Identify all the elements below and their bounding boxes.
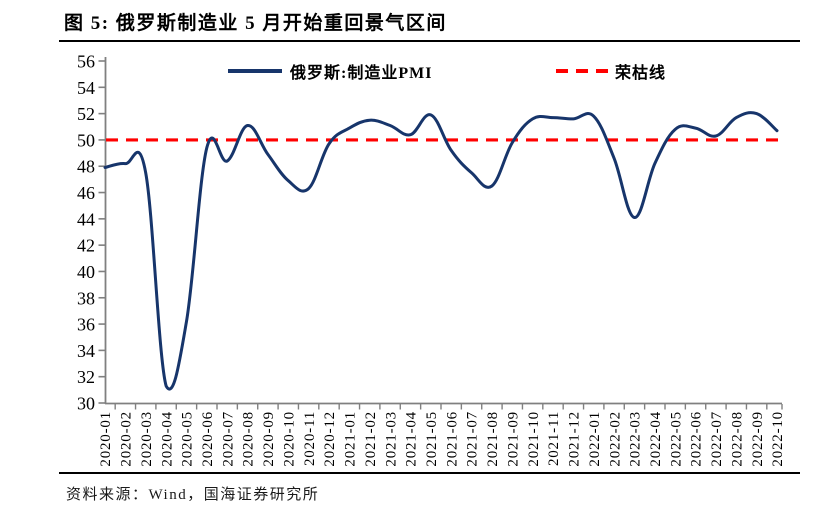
x-tick-label: 2021-04 <box>404 411 420 467</box>
x-tick-label: 2022-09 <box>750 411 766 467</box>
chart-bottom-divider <box>59 472 800 474</box>
x-tick-label: 2021-11 <box>546 411 562 466</box>
threshold-dash-swatch <box>556 69 608 73</box>
x-tick-label: 2020-04 <box>159 411 175 467</box>
x-tick-label: 2020-03 <box>139 411 155 467</box>
y-tick-label: 42 <box>77 236 95 256</box>
x-tick-label: 2020-10 <box>281 411 297 467</box>
x-tick-label: 2022-06 <box>689 411 705 467</box>
x-tick-label: 2022-05 <box>668 411 684 467</box>
x-tick-label: 2020-08 <box>241 411 257 467</box>
y-tick-label: 52 <box>77 104 95 124</box>
x-tick-label: 2021-05 <box>424 411 440 467</box>
x-tick-label: 2022-04 <box>648 411 664 467</box>
x-tick-label: 2020-11 <box>302 411 318 466</box>
x-tick-label: 2020-07 <box>220 411 236 467</box>
legend-label-threshold: 荣枯线 <box>615 65 667 82</box>
x-tick-label: 2022-07 <box>709 411 725 467</box>
x-tick-label: 2021-07 <box>465 411 481 467</box>
title-divider <box>59 40 800 42</box>
x-tick-label: 2021-02 <box>363 411 379 467</box>
y-tick-label: 48 <box>77 157 95 177</box>
y-tick-label: 40 <box>77 262 95 282</box>
y-tick-label: 30 <box>77 394 95 414</box>
pmi-series-line <box>103 111 779 391</box>
x-tick-label: 2022-08 <box>729 411 745 467</box>
y-tick-label: 46 <box>77 183 95 203</box>
legend-item-threshold: 荣枯线 <box>556 61 667 82</box>
y-tick-label: 50 <box>77 130 95 150</box>
x-tick-label: 2021-09 <box>505 411 521 467</box>
x-tick-label: 2020-01 <box>98 411 114 467</box>
pmi-line-swatch <box>228 69 282 73</box>
y-tick-label: 34 <box>77 341 95 361</box>
source-note: 资料来源：Wind，国海证券研究所 <box>66 487 320 503</box>
legend-label-pmi: 俄罗斯:制造业PMI <box>290 65 433 82</box>
x-tick-label: 2021-12 <box>567 411 583 467</box>
x-tick-label: 2022-10 <box>770 411 786 467</box>
y-tick-label: 36 <box>77 315 95 335</box>
x-tick-label: 2022-01 <box>587 411 603 467</box>
x-tick-label: 2021-10 <box>526 411 542 467</box>
x-tick-label: 2022-03 <box>628 411 644 467</box>
y-tick-label: 32 <box>77 367 95 387</box>
y-tick-label: 38 <box>77 288 95 308</box>
legend-item-pmi: 俄罗斯:制造业PMI <box>228 61 433 82</box>
x-tick-label: 2020-02 <box>119 411 135 467</box>
y-tick-label: 44 <box>77 209 95 229</box>
x-tick-label: 2021-03 <box>383 411 399 467</box>
x-tick-label: 2021-08 <box>485 411 501 467</box>
x-tick-label: 2020-12 <box>322 411 338 467</box>
x-tick-label: 2020-09 <box>261 411 277 467</box>
figure-title: 图 5: 俄罗斯制造业 5 月开始重回景气区间 <box>64 13 447 34</box>
x-tick-label: 2021-06 <box>444 411 460 467</box>
x-tick-label: 2021-01 <box>343 411 359 467</box>
x-tick-label: 2022-02 <box>607 411 623 467</box>
x-tick-label: 2020-05 <box>180 411 196 467</box>
y-tick-label: 54 <box>77 78 95 98</box>
y-tick-label: 56 <box>77 52 95 72</box>
x-tick-label: 2020-06 <box>200 411 216 467</box>
